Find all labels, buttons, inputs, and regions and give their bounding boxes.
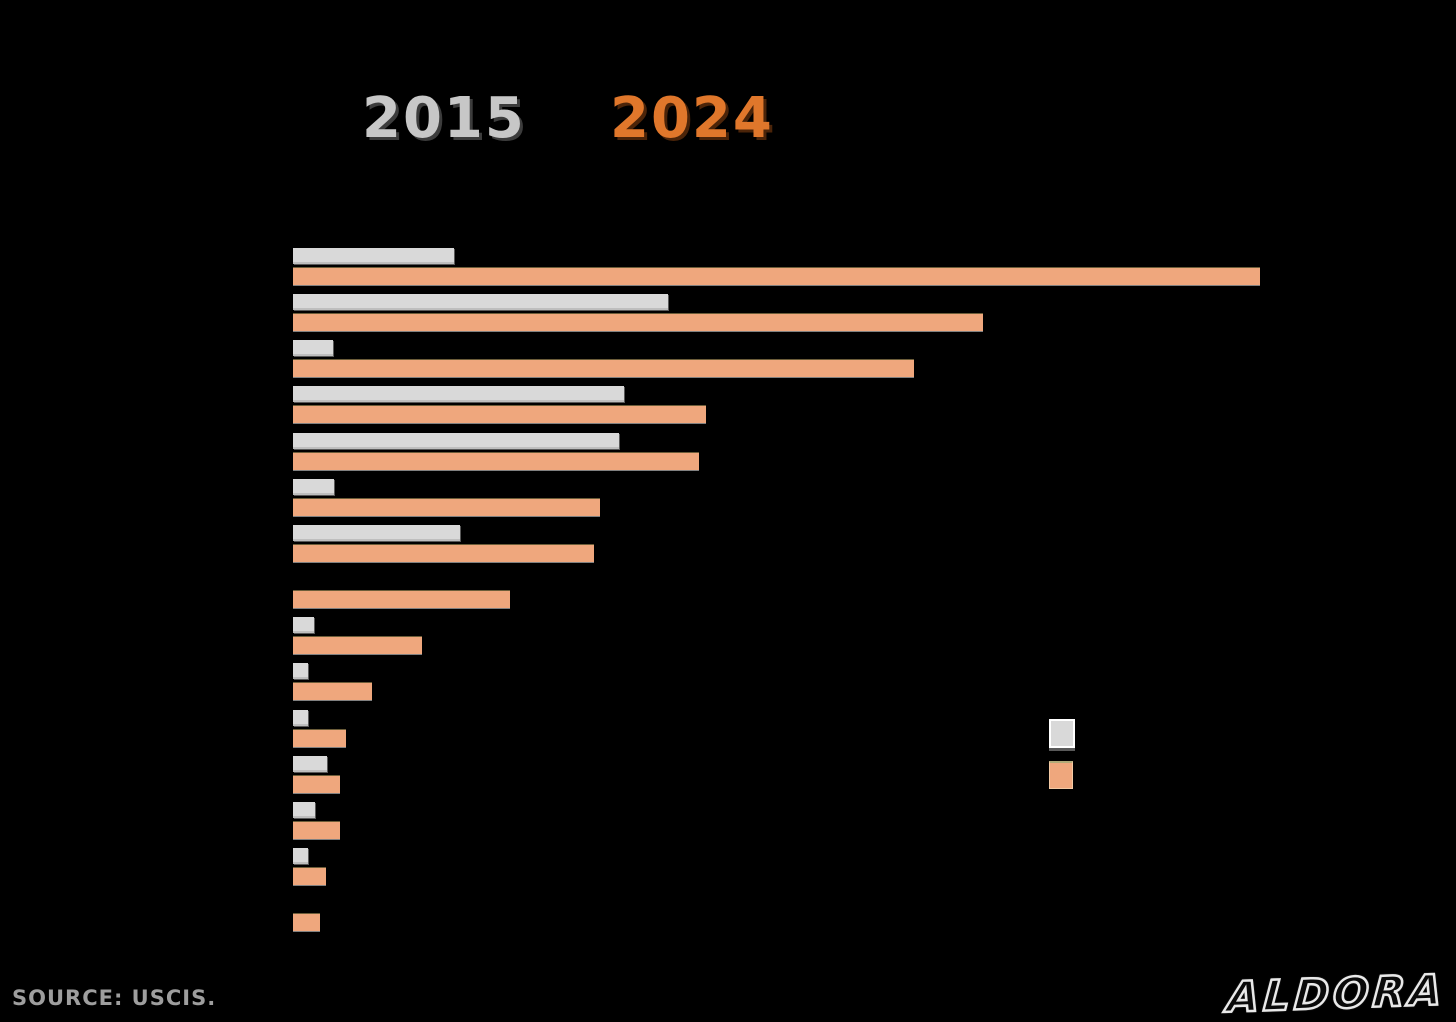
source-text: SOURCE: USCIS.: [12, 986, 217, 1010]
bar-2015-row-12: [293, 756, 327, 772]
bar-2015-row-3: [293, 340, 333, 356]
bar-2024-row-13: [293, 821, 340, 839]
bar-2015-row-10: [293, 663, 308, 679]
title-year-2024: 2024: [610, 86, 774, 151]
bar-2024-row-15: [293, 913, 320, 931]
bar-2015-row-6: [293, 479, 334, 495]
bar-2015-row-13: [293, 802, 315, 818]
bar-2015-row-4: [293, 386, 624, 402]
legend-swatch-2024: [1049, 761, 1073, 789]
bar-2015-row-9: [293, 617, 314, 633]
bar-2015-row-7: [293, 525, 460, 541]
bar-2024-row-2: [293, 313, 983, 331]
title-year-2015: 2015: [362, 86, 526, 151]
bar-2015-row-11: [293, 710, 308, 726]
bar-2024-row-3: [293, 359, 914, 377]
bar-2024-row-4: [293, 405, 706, 423]
bar-2024-row-11: [293, 729, 346, 747]
chart-legend: [1049, 719, 1075, 789]
legend-swatch-2015: [1049, 719, 1075, 748]
bar-2015-row-14: [293, 848, 308, 864]
bar-2024-row-1: [293, 267, 1260, 285]
bar-chart: [293, 248, 1456, 948]
bar-2024-row-12: [293, 775, 340, 793]
bar-2015-row-1: [293, 248, 454, 264]
bar-2015-row-5: [293, 433, 619, 449]
bar-2024-row-10: [293, 682, 372, 700]
bar-2024-row-5: [293, 452, 699, 470]
bar-2024-row-7: [293, 544, 594, 562]
bar-2024-row-9: [293, 636, 422, 654]
brand-logo: ALDORA: [1224, 964, 1448, 1022]
bar-2024-row-14: [293, 867, 326, 885]
bar-2024-row-8: [293, 590, 510, 608]
bar-2024-row-6: [293, 498, 600, 516]
bar-2015-row-2: [293, 294, 668, 310]
